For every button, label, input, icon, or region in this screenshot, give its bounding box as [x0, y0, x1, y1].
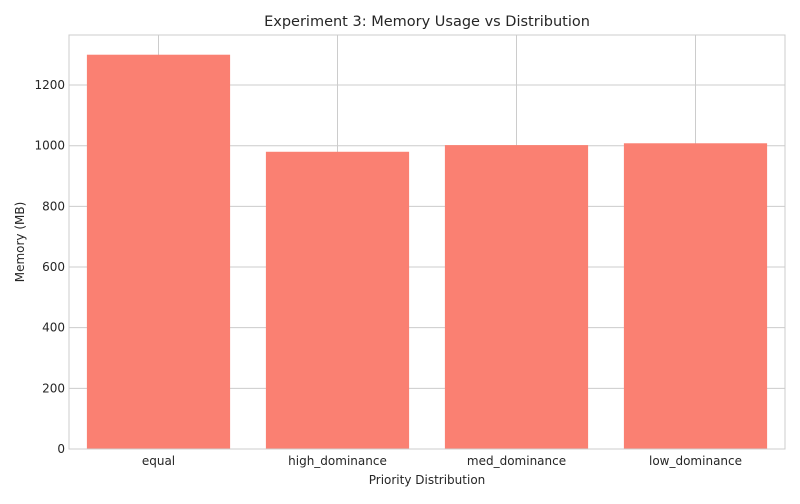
- bar-equal: [86, 54, 231, 449]
- y-axis-ticks: 0 200 400 600 800 1000 1200: [34, 78, 65, 456]
- bar-high-dominance: [265, 151, 410, 449]
- y-tick-label: 600: [42, 260, 65, 274]
- x-axis-label: Priority Distribution: [369, 473, 486, 487]
- bar-low-dominance: [623, 143, 768, 449]
- y-tick-label: 0: [57, 442, 65, 456]
- chart-title: Experiment 3: Memory Usage vs Distributi…: [264, 14, 590, 30]
- x-tick-label: low_dominance: [649, 454, 742, 468]
- x-tick-label: med_dominance: [467, 454, 566, 468]
- x-axis-ticks: equal high_dominance med_dominance low_domi…: [142, 454, 742, 468]
- x-tick-label: high_dominance: [288, 454, 387, 468]
- y-axis-label: Memory (MB): [13, 202, 27, 283]
- plot-frame: [68, 34, 786, 450]
- x-tick-label: equal: [142, 454, 175, 468]
- bars: [86, 54, 768, 449]
- y-tick-label: 200: [42, 381, 65, 395]
- y-tick-label: 1200: [34, 78, 65, 92]
- y-tick-label: 800: [42, 199, 65, 213]
- bar-med-dominance: [444, 145, 589, 449]
- y-tick-label: 400: [42, 321, 65, 335]
- y-tick-label: 1000: [34, 139, 65, 153]
